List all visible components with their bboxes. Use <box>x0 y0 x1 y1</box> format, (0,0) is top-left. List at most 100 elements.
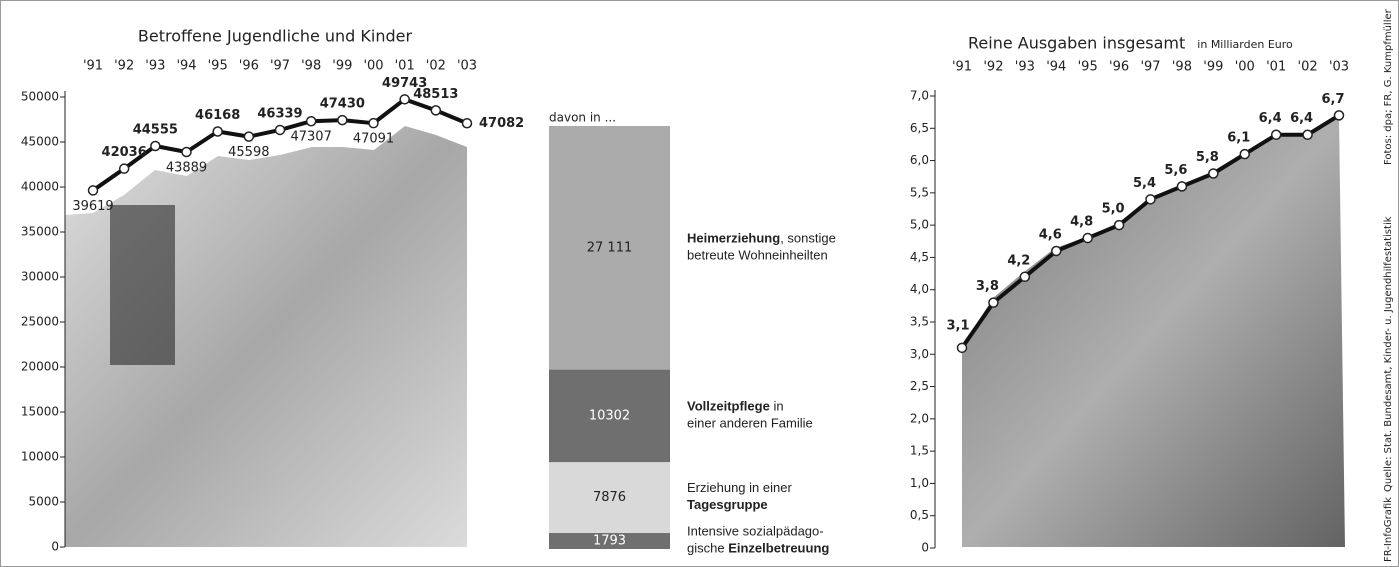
data-label: 5,4 <box>1133 176 1156 191</box>
x-category-label: '96 <box>239 59 259 74</box>
x-category-label: '01 <box>1266 60 1286 75</box>
data-point <box>338 116 347 125</box>
y-tick-label: 0,5 <box>910 508 929 522</box>
data-label: 4,6 <box>1039 227 1062 242</box>
data-label: 5,8 <box>1196 150 1219 165</box>
y-tick-label: 2,0 <box>910 411 929 425</box>
x-category-label: '95 <box>208 59 228 74</box>
y-tick-label: 0 <box>921 541 929 555</box>
data-point <box>1115 221 1124 230</box>
data-label: 47430 <box>320 97 365 112</box>
data-label: 4,2 <box>1007 253 1030 268</box>
x-category-label: '01 <box>395 59 415 74</box>
x-category-label: '02 <box>1298 60 1318 75</box>
y-tick-label: 5000 <box>28 495 59 509</box>
data-point <box>1303 130 1312 139</box>
data-label: 5,0 <box>1102 202 1125 217</box>
y-tick-label: 3,0 <box>910 347 929 361</box>
description-run: Vollzeitpflege <box>687 399 770 414</box>
chart-title: Betroffene Jugendliche und Kinder <box>138 27 413 46</box>
data-label: 42036 <box>102 145 147 160</box>
data-label: 45598 <box>228 145 269 160</box>
y-tick-label: 4,0 <box>910 282 929 296</box>
x-category-label: '03 <box>457 59 477 74</box>
data-point <box>431 106 440 115</box>
data-point <box>1052 246 1061 255</box>
x-category-label: '92 <box>114 59 134 74</box>
x-category-label: '94 <box>1046 60 1066 75</box>
data-point <box>989 298 998 307</box>
x-category-label: '91 <box>83 59 103 74</box>
data-label: 46168 <box>195 108 240 123</box>
segment-description: Heimerziehung, sonstige <box>687 231 836 246</box>
data-label: 47307 <box>290 130 331 145</box>
data-label: 3,1 <box>946 318 969 333</box>
y-tick-label: 40000 <box>21 180 59 194</box>
segment-description: gische Einzelbetreuung <box>687 541 829 556</box>
segment-value-label: 1793 <box>593 533 626 548</box>
data-label: 48513 <box>413 87 458 102</box>
y-tick-label: 10000 <box>21 450 59 464</box>
x-category-label: '93 <box>1015 60 1035 75</box>
y-tick-label: 4,5 <box>910 250 929 264</box>
data-point <box>1335 111 1344 120</box>
y-tick-label: 0 <box>51 540 59 554</box>
data-label: 47091 <box>353 132 394 147</box>
segment-description: Intensive sozialpädago- <box>687 524 824 539</box>
y-tick-label: 7,0 <box>910 89 929 103</box>
x-category-label: '91 <box>952 60 972 75</box>
y-tick-label: 1,5 <box>910 444 929 458</box>
y-tick-label: 50000 <box>21 90 59 104</box>
segment-description: Vollzeitpflege in <box>687 399 784 414</box>
x-category-label: '98 <box>1172 60 1192 75</box>
data-point <box>1146 195 1155 204</box>
segment-description: Tagesgruppe <box>687 497 768 512</box>
infographic: FR-InfoGrafik Quelle: Stat. Bundesamt, K… <box>0 0 1399 567</box>
x-category-label: '92 <box>983 60 1003 75</box>
description-run: in <box>770 399 784 414</box>
data-point <box>1177 182 1186 191</box>
data-label: 47082 <box>479 116 524 131</box>
description-run: , sonstige <box>780 231 836 246</box>
data-point <box>276 125 285 134</box>
x-category-label: '00 <box>363 59 383 74</box>
data-point <box>244 132 253 141</box>
y-tick-label: 6,5 <box>910 121 929 135</box>
data-point <box>151 142 160 151</box>
data-label: 6,7 <box>1321 92 1344 107</box>
photo-window <box>110 205 175 365</box>
photo-credit: Fotos: dpa; FR, G. Kumpfmüller <box>1383 8 1394 165</box>
segment-description: einer anderen Familie <box>687 416 813 431</box>
description-run: einer anderen Familie <box>687 416 813 431</box>
data-point <box>1240 150 1249 159</box>
y-tick-label: 20000 <box>21 360 59 374</box>
x-category-label: '97 <box>1140 60 1160 75</box>
description-run: gische <box>687 541 728 556</box>
data-point <box>1083 234 1092 243</box>
data-label: 6,4 <box>1290 111 1313 126</box>
segment-description: Erziehung in einer <box>687 480 792 495</box>
data-label: 39619 <box>72 199 113 214</box>
y-tick-label: 5,5 <box>910 185 929 199</box>
data-point <box>307 117 316 126</box>
chart-title: Reine Ausgaben insgesamt <box>968 34 1185 53</box>
data-label: 43889 <box>166 160 207 175</box>
x-category-label: '99 <box>1203 60 1223 75</box>
chart-subtitle: in Milliarden Euro <box>1197 38 1293 51</box>
data-label: 4,8 <box>1070 215 1093 230</box>
data-point <box>213 127 222 136</box>
y-tick-label: 25000 <box>21 315 59 329</box>
data-point <box>400 95 409 104</box>
data-point <box>463 119 472 128</box>
y-tick-label: 1,0 <box>910 476 929 490</box>
y-tick-label: 15000 <box>21 405 59 419</box>
x-category-label: '97 <box>270 59 290 74</box>
data-label: 6,1 <box>1227 131 1250 146</box>
data-point <box>89 186 98 195</box>
data-point <box>1209 169 1218 178</box>
data-label: 3,8 <box>976 279 999 294</box>
y-tick-label: 5,0 <box>910 218 929 232</box>
segment-description: betreute Wohneinheilten <box>687 248 828 263</box>
segment-value-label: 10302 <box>589 408 630 423</box>
description-run: Tagesgruppe <box>687 497 768 512</box>
